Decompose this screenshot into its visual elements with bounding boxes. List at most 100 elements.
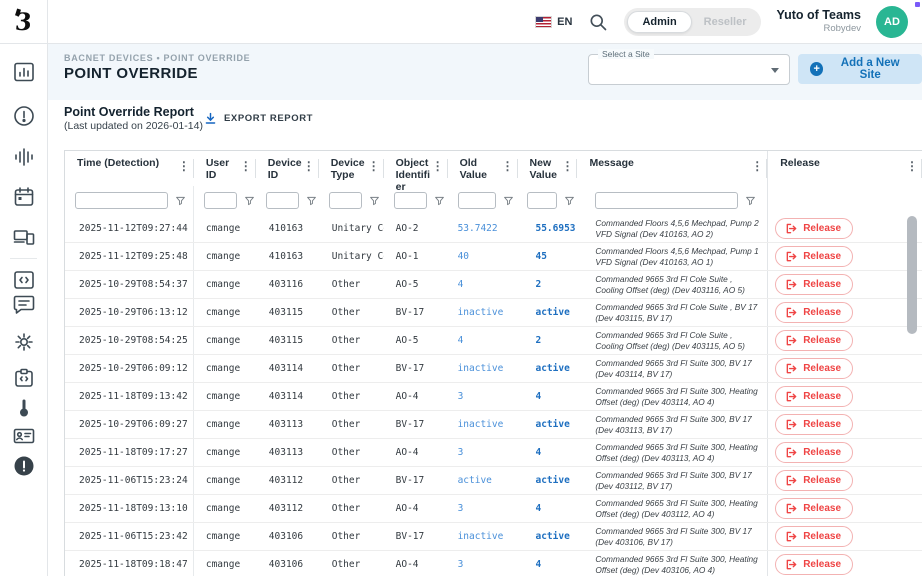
filter-object-identifier-input[interactable]: [394, 192, 427, 209]
filter-funnel-icon[interactable]: [503, 195, 514, 206]
cell-device-id: 410163: [256, 215, 319, 242]
cell-release: Release: [767, 299, 922, 326]
filter-old-value-input[interactable]: [458, 192, 496, 209]
search-button[interactable]: [587, 11, 609, 33]
column-menu-icon[interactable]: ⋮: [240, 160, 252, 172]
download-icon: [204, 112, 217, 125]
filter-user-id-input[interactable]: [204, 192, 237, 209]
release-button[interactable]: Release: [775, 274, 853, 295]
role-toggle-reseller[interactable]: Reseller: [692, 12, 759, 32]
release-button[interactable]: Release: [775, 498, 853, 519]
cell-message: Commanded 9665 3rd Fl Cole Suite , Cooli…: [577, 327, 767, 354]
cell-device-type: Other: [319, 551, 384, 576]
bar-chart-icon[interactable]: [12, 60, 36, 84]
release-label: Release: [803, 475, 841, 486]
release-button[interactable]: Release: [775, 470, 853, 491]
cell-device-id: 403113: [256, 439, 319, 466]
release-button[interactable]: Release: [775, 330, 853, 351]
cell-new-value: active: [517, 299, 577, 326]
filter-funnel-icon[interactable]: [244, 195, 255, 206]
release-icon: [785, 531, 797, 542]
cell-old-value: active: [448, 467, 518, 494]
export-report-button[interactable]: EXPORT REPORT: [198, 111, 319, 126]
cell-object-identifier: AO-1: [384, 243, 448, 270]
calendar-icon[interactable]: [12, 185, 36, 209]
cell-user-id: cmange: [194, 355, 256, 382]
column-menu-icon[interactable]: ⋮: [368, 160, 380, 172]
cell-device-type: Other: [319, 411, 384, 438]
cell-old-value: inactive: [448, 355, 518, 382]
release-label: Release: [803, 419, 841, 430]
role-toggle-admin[interactable]: Admin: [627, 11, 691, 33]
release-button[interactable]: Release: [775, 386, 853, 407]
col-header-user-id: User ID⋮: [194, 151, 256, 186]
chat-icon[interactable]: [12, 292, 36, 316]
avatar[interactable]: AD: [876, 6, 908, 38]
filter-funnel-icon[interactable]: [564, 195, 575, 206]
release-button[interactable]: Release: [775, 302, 853, 323]
filter-device-type-input[interactable]: [329, 192, 362, 209]
code-box-icon[interactable]: [12, 268, 36, 292]
column-menu-icon[interactable]: ⋮: [561, 160, 573, 172]
devices-icon[interactable]: [12, 225, 36, 249]
filter-time-input[interactable]: [75, 192, 168, 209]
release-button[interactable]: Release: [775, 414, 853, 435]
filter-funnel-icon[interactable]: [745, 195, 756, 206]
table-row: 2025-11-12T09:27:44 cmange 410163 Unitar…: [65, 215, 922, 243]
release-button[interactable]: Release: [775, 218, 853, 239]
cell-device-type: Other: [319, 355, 384, 382]
brand-logo[interactable]: 3: [0, 0, 48, 43]
filter-device-id-input[interactable]: [266, 192, 299, 209]
release-button[interactable]: Release: [775, 358, 853, 379]
cell-message: Commanded Floors 4,5,6 Mechpad, Pump 1 V…: [577, 243, 767, 270]
filter-funnel-icon[interactable]: [434, 195, 445, 206]
cell-object-identifier: BV-17: [384, 467, 448, 494]
language-selector[interactable]: EN: [535, 16, 572, 28]
site-select-label: Select a Site: [598, 49, 654, 59]
cell-old-value: inactive: [448, 299, 518, 326]
cell-object-identifier: BV-17: [384, 523, 448, 550]
cell-release: Release: [767, 271, 922, 298]
release-button[interactable]: Release: [775, 526, 853, 547]
settings-gear-icon[interactable]: [12, 330, 36, 354]
release-button[interactable]: Release: [775, 246, 853, 267]
id-card-icon[interactable]: [12, 424, 36, 448]
filter-funnel-icon[interactable]: [175, 195, 186, 206]
thermometer-icon[interactable]: [12, 396, 36, 420]
scrollbar-thumb[interactable]: [907, 216, 917, 334]
table-row: 2025-10-29T08:54:25 cmange 403115 Other …: [65, 327, 922, 355]
add-site-button[interactable]: + Add a New Site: [798, 54, 922, 84]
code-report-icon[interactable]: [12, 366, 36, 390]
release-icon: [785, 335, 797, 346]
col-header-time: Time (Detection)⋮: [65, 151, 194, 186]
cell-device-type: Unitary Con: [319, 215, 384, 242]
cell-user-id: cmange: [194, 411, 256, 438]
filter-message-input[interactable]: [595, 192, 738, 209]
release-button[interactable]: Release: [775, 554, 853, 575]
column-menu-icon[interactable]: ⋮: [303, 160, 315, 172]
column-menu-icon[interactable]: ⋮: [906, 160, 918, 172]
release-button[interactable]: Release: [775, 442, 853, 463]
site-select[interactable]: Select a Site: [588, 54, 790, 85]
column-menu-icon[interactable]: ⋮: [432, 160, 444, 172]
cell-time: 2025-10-29T06:13:12: [65, 299, 194, 326]
cell-old-value: 53.7422: [448, 215, 518, 242]
column-menu-icon[interactable]: ⋮: [502, 160, 514, 172]
column-menu-icon[interactable]: ⋮: [751, 160, 763, 172]
release-label: Release: [803, 307, 841, 318]
column-menu-icon[interactable]: ⋮: [178, 160, 190, 172]
user-block: Yuto of Teams Robydev: [776, 8, 861, 36]
cell-time: 2025-10-29T08:54:25: [65, 327, 194, 354]
cell-time: 2025-10-29T08:54:37: [65, 271, 194, 298]
table-row: 2025-11-06T15:23:24 cmange 403112 Other …: [65, 467, 922, 495]
cell-device-id: 403106: [256, 523, 319, 550]
filter-new-value-input[interactable]: [527, 192, 557, 209]
cell-old-value: 3: [448, 439, 518, 466]
filter-funnel-icon[interactable]: [306, 195, 317, 206]
signal-wave-icon[interactable]: [12, 145, 36, 169]
alert-circle-icon[interactable]: [12, 104, 36, 128]
filter-funnel-icon[interactable]: [369, 195, 380, 206]
cell-release: Release: [767, 355, 922, 382]
alert-filled-icon[interactable]: [12, 454, 36, 478]
cell-release: Release: [767, 467, 922, 494]
